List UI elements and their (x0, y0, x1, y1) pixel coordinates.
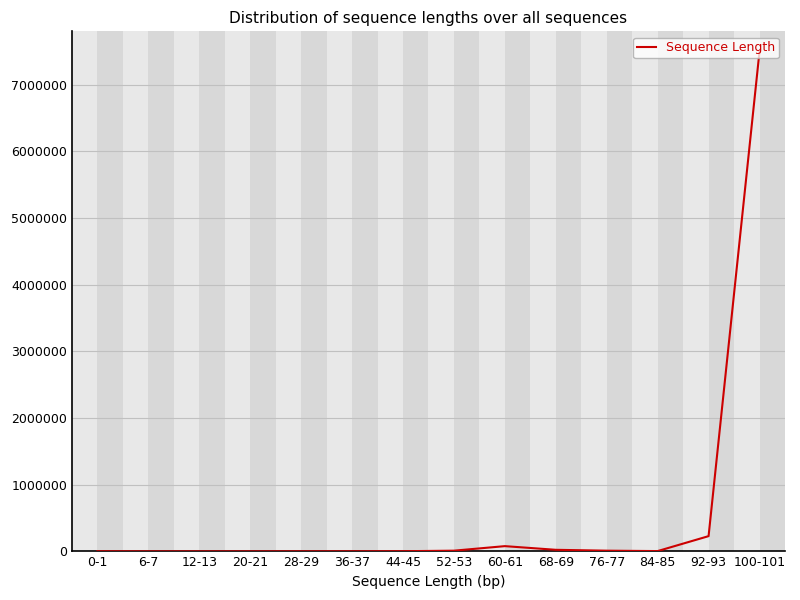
Bar (403, 31, 429, 551)
Bar (530, 31, 556, 551)
Bar (759, 31, 785, 551)
Sequence Length (398, 548, 408, 555)
Sequence Length (704, 533, 714, 540)
Bar (378, 31, 403, 551)
Bar (72, 31, 98, 551)
Sequence Length (449, 547, 458, 554)
Sequence Length (194, 548, 204, 555)
Bar (582, 31, 606, 551)
Bar (658, 31, 683, 551)
Bar (225, 31, 250, 551)
Bar (734, 31, 759, 551)
Bar (148, 31, 174, 551)
Bar (326, 31, 352, 551)
Sequence Length (296, 548, 306, 555)
Line: Sequence Length: Sequence Length (98, 52, 759, 551)
Bar (683, 31, 709, 551)
Bar (199, 31, 225, 551)
X-axis label: Sequence Length (bp): Sequence Length (bp) (352, 575, 506, 589)
Sequence Length (551, 546, 561, 553)
Title: Distribution of sequence lengths over all sequences: Distribution of sequence lengths over al… (230, 11, 627, 26)
Bar (301, 31, 326, 551)
Sequence Length (246, 548, 255, 555)
Sequence Length (653, 547, 662, 554)
Sequence Length (500, 542, 510, 550)
Sequence Length (93, 548, 102, 555)
Sequence Length (754, 48, 764, 55)
Bar (454, 31, 479, 551)
Bar (709, 31, 734, 551)
Bar (174, 31, 199, 551)
Bar (479, 31, 505, 551)
Bar (429, 31, 454, 551)
Legend: Sequence Length: Sequence Length (634, 38, 778, 58)
Bar (276, 31, 301, 551)
Bar (352, 31, 378, 551)
Bar (98, 31, 123, 551)
Bar (606, 31, 632, 551)
Bar (250, 31, 276, 551)
Bar (505, 31, 530, 551)
Sequence Length (143, 548, 153, 555)
Bar (556, 31, 582, 551)
Sequence Length (602, 547, 611, 554)
Bar (632, 31, 658, 551)
Bar (123, 31, 148, 551)
Sequence Length (347, 548, 357, 555)
